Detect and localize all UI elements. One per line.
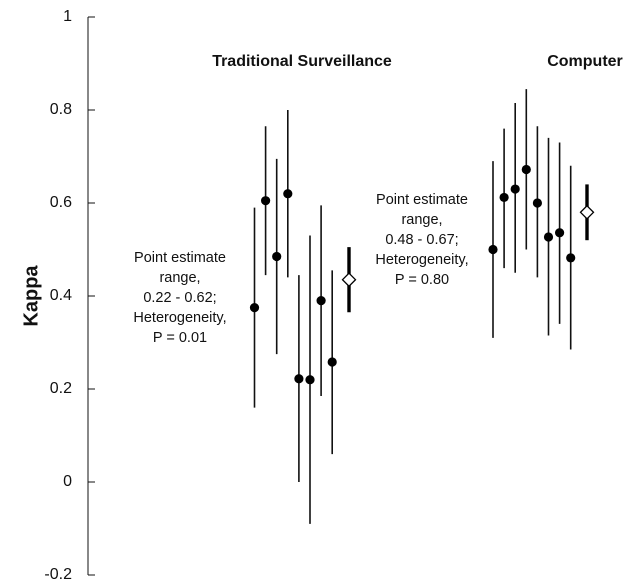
study-point [499, 192, 509, 203]
study-point [566, 253, 576, 263]
study-point [316, 296, 326, 306]
y-tick-label: 0.6 [50, 194, 72, 211]
study-point [327, 357, 337, 367]
study-point [521, 164, 531, 175]
y-axis: -0.2 0 0.2 0.4 0.6 0.8 1 [44, 8, 95, 583]
study-point [510, 184, 520, 194]
y-tick-label: 0.8 [50, 101, 72, 118]
study-point [543, 232, 554, 242]
group-title: Traditional Surveillance [212, 53, 392, 70]
study-point [249, 303, 260, 313]
study-group: Traditional Surveillance Point estimate ra… [133, 53, 392, 524]
y-tick-label: 1 [63, 8, 72, 25]
study-point [283, 189, 293, 199]
heterogeneity-note-line: 0.22 - 0.62; [143, 290, 216, 306]
heterogeneity-note-line: P = 0.80 [395, 272, 449, 288]
pooled-estimate-diamond [341, 272, 357, 288]
heterogeneity-note-line: range, [159, 270, 200, 286]
heterogeneity-note-line: Point estimate [376, 192, 468, 208]
y-tick-label: -0.2 [44, 566, 72, 583]
y-tick-label: 0 [63, 473, 72, 490]
y-tick-label: 0.2 [50, 380, 72, 397]
y-tick-label: 0.4 [50, 287, 72, 304]
heterogeneity-note-line: 0.48 - 0.67; [385, 232, 458, 248]
heterogeneity-note-line: Heterogeneity, [133, 310, 226, 326]
study-point [272, 251, 282, 262]
study-point [532, 198, 543, 208]
group-title: Computer [547, 53, 623, 70]
heterogeneity-note-line: range, [401, 212, 442, 228]
study-point [294, 374, 304, 384]
study-point [555, 228, 565, 238]
heterogeneity-note-line: P = 0.01 [153, 330, 207, 346]
heterogeneity-note-line: Heterogeneity, [375, 252, 468, 268]
heterogeneity-note-line: Point estimate [134, 250, 226, 266]
study-point [261, 196, 271, 206]
study-point [488, 244, 498, 255]
y-axis-title: Kappa [20, 265, 42, 327]
plot-area: Traditional Surveillance Point estimate ra… [133, 53, 623, 524]
pooled-estimate-diamond [579, 204, 595, 220]
study-point [305, 375, 315, 385]
study-group: Computer Point estimate range, 0.48 - 0.67;… [375, 53, 623, 350]
